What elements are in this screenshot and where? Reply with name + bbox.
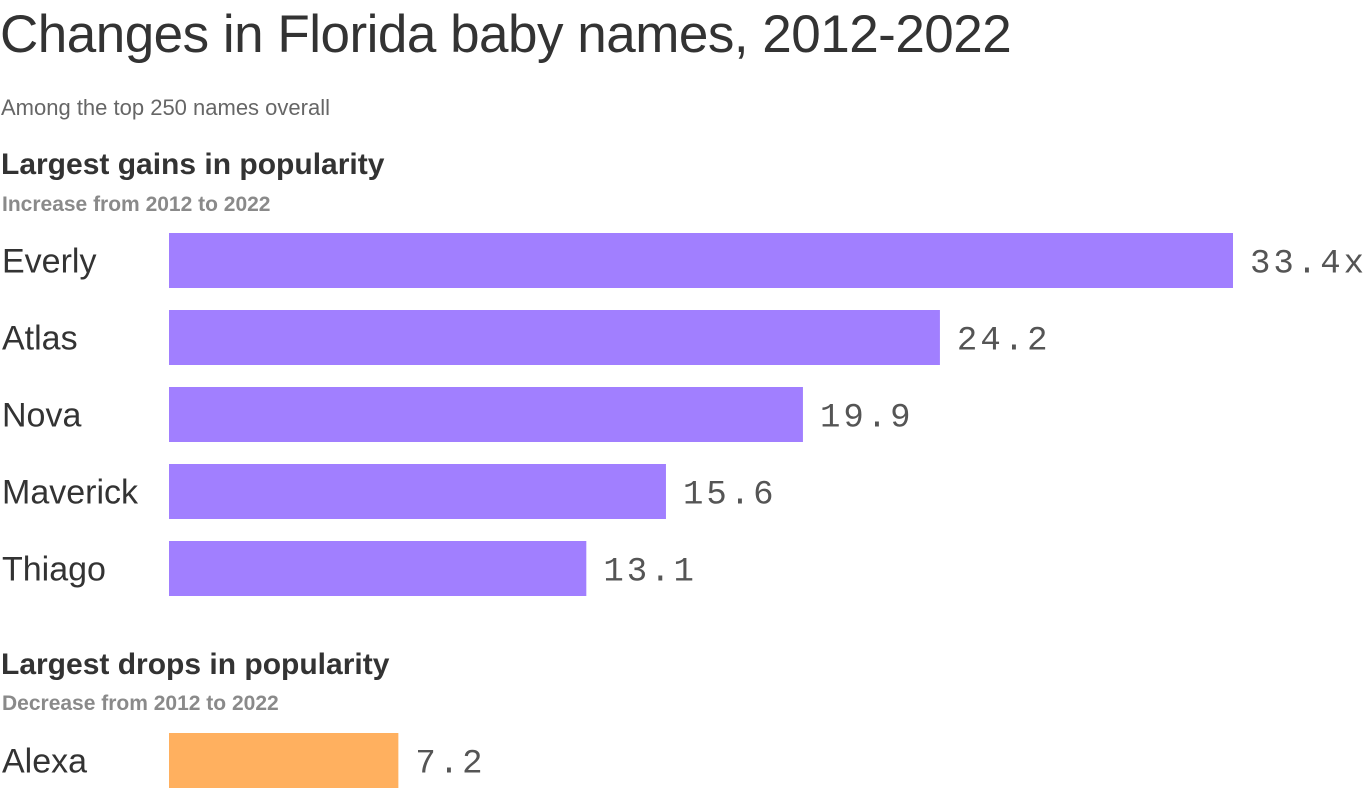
1-category-label: Alexa [2,743,87,781]
1-value-label: 7.2 [415,746,485,784]
0-category-label: Nova [2,397,81,435]
drops-section-title: Largest drops in popularity [1,648,390,681]
0-value-label: 24.2 [957,323,1051,361]
0-bar [169,310,940,365]
0-value-label: 13.1 [603,554,697,592]
0-bar [169,541,587,596]
0-bar [169,387,803,442]
0-category-label: Atlas [2,320,78,358]
0-value-label: 19.9 [820,400,914,438]
0-category-label: Maverick [2,474,139,512]
0-bar [169,464,666,519]
gains-bar-chart: Everly 33.4x Atlas 24.2 Nova 19.9 Maverick 15.6… [2,233,1366,596]
1-bar [169,733,399,788]
0-value-label: 15.6 [683,477,777,515]
page-title: Changes in Florida baby names, 2012-2022 [0,5,1012,64]
0-category-label: Everly [2,243,96,281]
gains-section-title: Largest gains in popularity [1,148,385,181]
drops-bar-chart: Alexa 7.2 [2,733,485,788]
gains-section-subtitle: Increase from 2012 to 2022 [2,193,271,216]
drops-section-subtitle: Decrease from 2012 to 2022 [2,692,279,715]
0-category-label: Thiago [2,551,106,589]
0-bar [169,233,1233,288]
page-subtitle: Among the top 250 names overall [1,95,330,120]
0-value-label: 33.4x [1250,246,1366,284]
